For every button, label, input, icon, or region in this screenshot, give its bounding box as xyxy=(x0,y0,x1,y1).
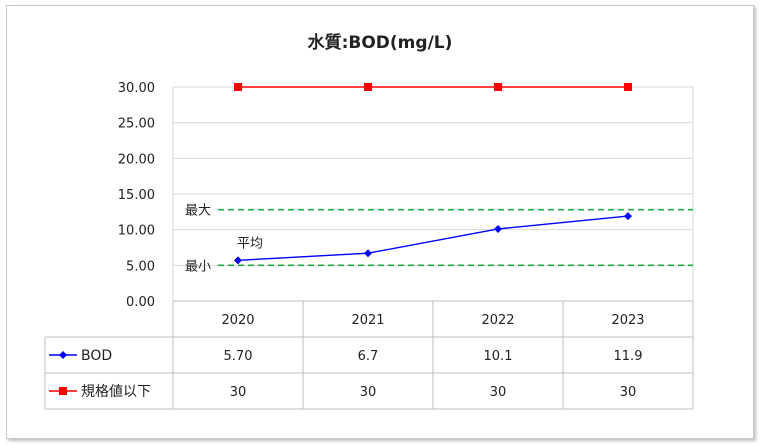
legend-key-marker xyxy=(59,351,67,359)
average-annotation: 平均 xyxy=(237,236,263,251)
y-tick-label: 0.00 xyxy=(126,295,155,310)
table-value-cell: 11.9 xyxy=(614,349,643,364)
bod-line-chart: 水質:BOD(mg/L) 30.00 25.00 20.00 15.00 10.00 5.… xyxy=(44,32,694,410)
chart-title: 水質:BOD(mg/L) xyxy=(308,32,453,53)
data-point xyxy=(364,249,372,258)
series-line xyxy=(237,215,629,262)
y-tick-label: 20.00 xyxy=(118,152,155,167)
data-point xyxy=(364,83,372,91)
chart-frame: 水質:BOD(mg/L) 30.00 25.00 20.00 15.00 10.00 5.… xyxy=(6,5,754,439)
y-tick-label: 15.00 xyxy=(118,188,155,203)
table-value-cell: 30 xyxy=(620,385,637,400)
x-category-label: 2020 xyxy=(221,313,254,328)
legend-key-marker xyxy=(59,387,67,395)
y-tick-label: 25.00 xyxy=(118,117,155,132)
x-category-label: 2021 xyxy=(351,313,384,328)
legend-series-name: BOD xyxy=(81,348,112,364)
data-point xyxy=(234,256,242,265)
x-category-label: 2023 xyxy=(611,313,644,328)
table-value-cell: 5.70 xyxy=(224,349,253,364)
data-point xyxy=(624,83,632,91)
y-tick-label: 5.00 xyxy=(126,259,155,274)
data-point xyxy=(234,83,242,91)
legend-series-name: 規格値以下 xyxy=(81,384,151,400)
reference-line-label: 最小 xyxy=(185,259,211,274)
table-value-cell: 10.1 xyxy=(484,349,513,364)
table-value-cell: 30 xyxy=(490,385,507,400)
table-value-cell: 6.7 xyxy=(358,349,379,364)
reference-line-label: 最大 xyxy=(185,204,211,219)
y-tick-label: 30.00 xyxy=(118,81,155,96)
table-value-cell: 30 xyxy=(360,385,377,400)
y-tick-label: 10.00 xyxy=(118,224,155,239)
plot-area: 30.00 25.00 20.00 15.00 10.00 5.00 0.00 2020 202… xyxy=(44,81,694,410)
data-point xyxy=(494,224,502,233)
table-value-cell: 30 xyxy=(230,385,247,400)
x-category-label: 2022 xyxy=(481,313,514,328)
data-point xyxy=(624,212,632,221)
data-point xyxy=(494,83,502,91)
